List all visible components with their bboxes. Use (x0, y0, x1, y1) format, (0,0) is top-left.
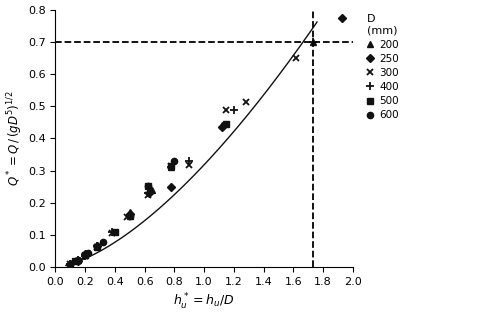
X-axis label: $h_u^* = h_u/ D$: $h_u^* = h_u/ D$ (174, 292, 235, 313)
Y-axis label: $Q^* = Q\,/\,(gD^5)^{1/2}$: $Q^* = Q\,/\,(gD^5)^{1/2}$ (6, 91, 25, 186)
Legend: 200, 250, 300, 400, 500, 600: 200, 250, 300, 400, 500, 600 (361, 10, 404, 125)
